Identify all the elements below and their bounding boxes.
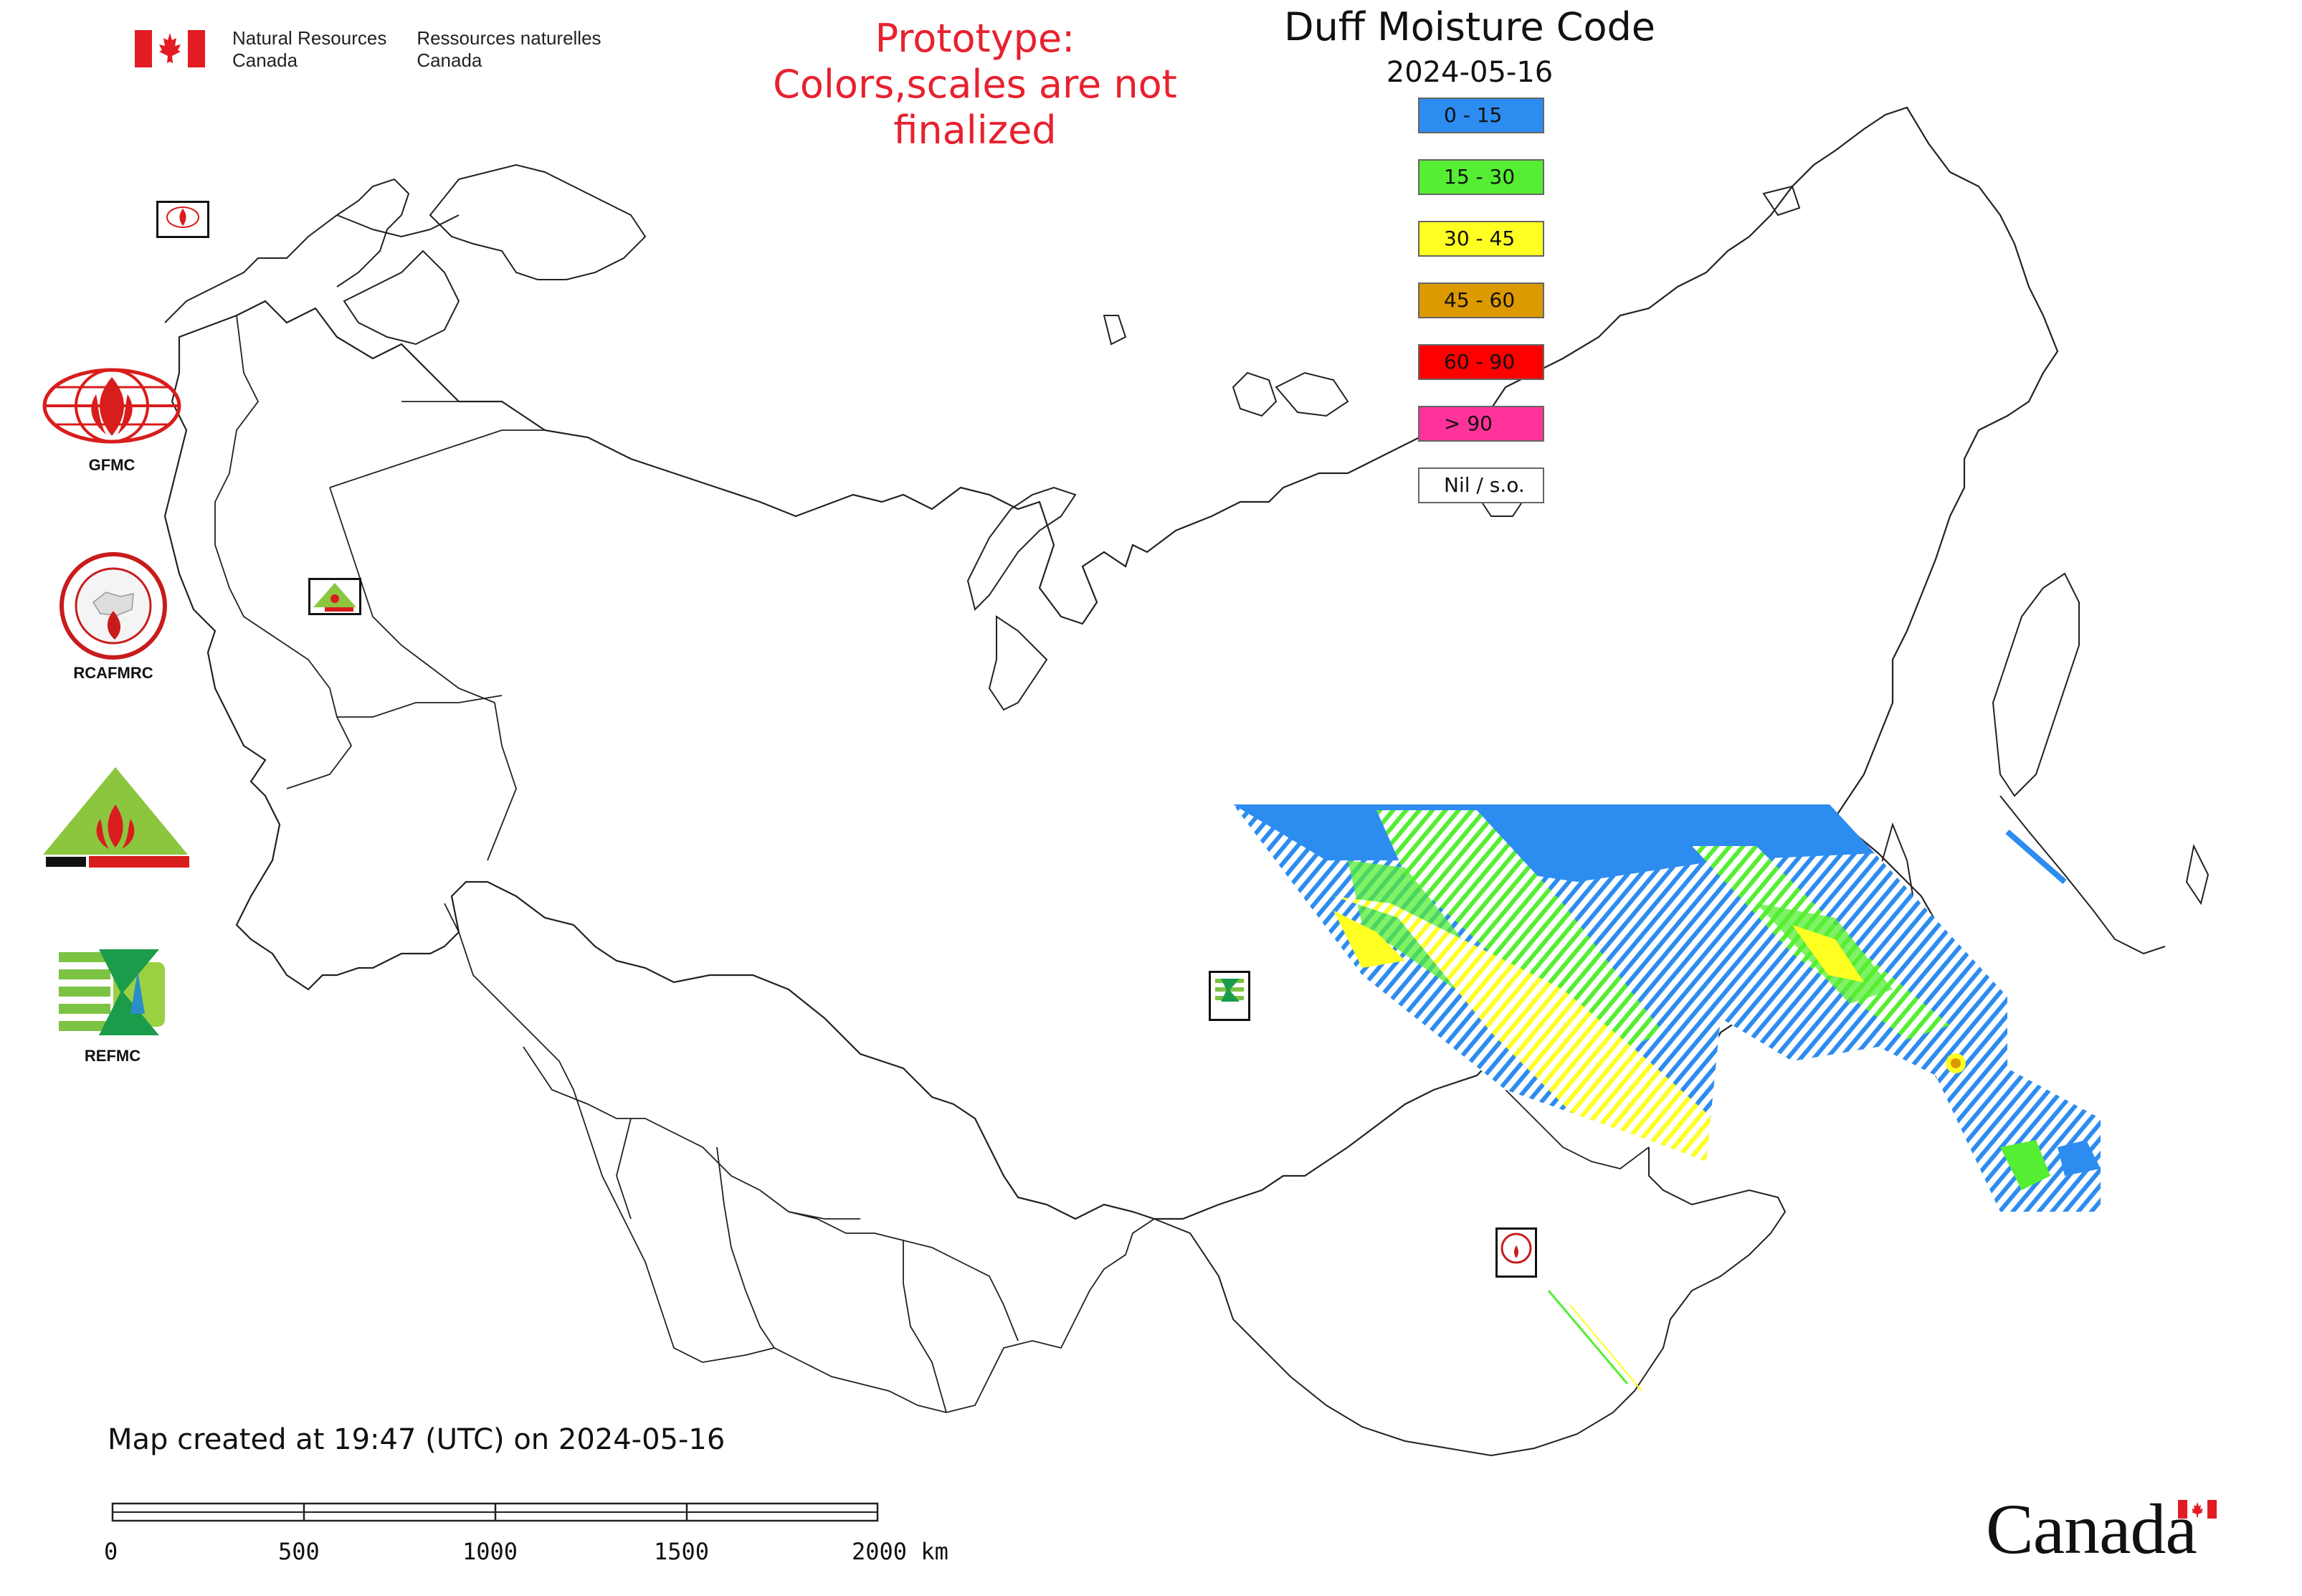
scale-label-1500: 1500	[654, 1538, 710, 1565]
reefmc-logo	[39, 764, 192, 872]
map-date: 2024-05-16	[1386, 56, 1554, 89]
canada-wordmark-flag-icon	[2178, 1500, 2217, 1519]
map-created-note: Map created at 19:47 (UTC) on 2024-05-16	[108, 1423, 726, 1456]
legend-item-over-90: > 90	[1418, 406, 1544, 442]
department-name-english: Natural Resources Canada	[232, 27, 387, 71]
reefmc-small-logo	[308, 578, 361, 615]
legend-item-60-90: 60 - 90	[1418, 344, 1544, 380]
gfmc-small-logo	[156, 201, 209, 238]
canada-wordmark: Canada	[1986, 1489, 2197, 1569]
legend-item-45-60: 45 - 60	[1418, 282, 1544, 318]
refmc-small-logo	[1209, 971, 1250, 1021]
rcafmrc-logo: RCAFMRC	[49, 552, 178, 683]
prototype-notice: Prototype: Colors,scales are not finaliz…	[773, 16, 1177, 153]
rcafmrc-small-icon	[1500, 1232, 1532, 1264]
legend-item-15-30: 15 - 30	[1418, 159, 1544, 195]
reefmc-small-icon	[313, 583, 356, 612]
legend-item-30-45: 30 - 45	[1418, 221, 1544, 257]
scale-label-500: 500	[278, 1538, 320, 1565]
refmc-sigma-icon	[59, 946, 165, 1035]
rcafmrc-seal-icon	[60, 552, 167, 660]
legend-item-nil: Nil / s.o.	[1418, 467, 1544, 503]
scale-label-1000: 1000	[462, 1538, 518, 1565]
scale-label-2000: 2000 km	[852, 1538, 948, 1565]
nrcan-signature: Natural Resources Canada Ressources natu…	[135, 27, 632, 72]
gfmc-logo: GFMC	[40, 366, 184, 475]
gfmc-globe-flame-icon	[42, 368, 181, 444]
gfmc-small-icon	[166, 206, 199, 228]
rcafmrc-label: RCAFMRC	[73, 664, 153, 682]
gfmc-label: GFMC	[88, 456, 135, 474]
maple-leaf-icon	[159, 33, 181, 63]
rcafmrc-small-logo	[1495, 1227, 1537, 1278]
scale-bar	[111, 1502, 879, 1522]
refmc-logo: REFMC	[52, 942, 173, 1065]
department-name-french: Ressources naturelles Canada	[417, 27, 601, 71]
scale-label-0: 0	[104, 1538, 118, 1565]
map-title: Duff Moisture Code	[1284, 4, 1655, 49]
russia-outline	[163, 106, 2059, 1220]
canada-flag-icon	[135, 30, 205, 67]
dmc-data-overlay	[1233, 804, 2101, 1212]
reefmc-triangle-icon	[43, 767, 189, 869]
refmc-label: REFMC	[84, 1047, 141, 1065]
refmc-small-icon	[1215, 979, 1244, 1002]
legend-item-0-15: 0 - 15	[1418, 98, 1544, 133]
